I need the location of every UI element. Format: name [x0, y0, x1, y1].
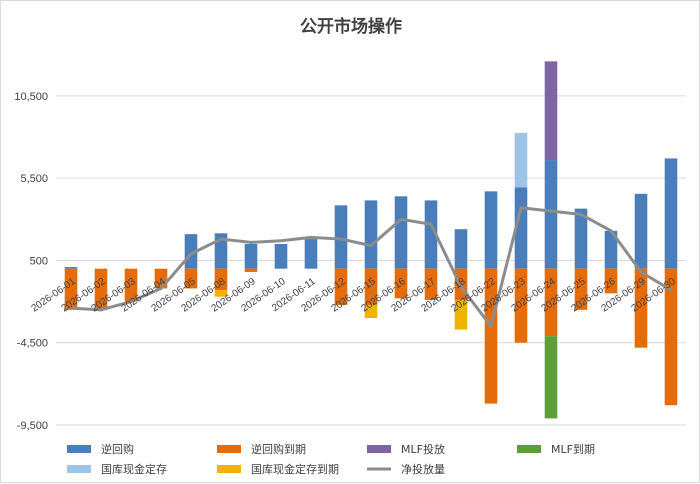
legend-label: 逆回购到期	[251, 442, 306, 456]
bar-segment	[64, 267, 78, 269]
bar-segment	[664, 268, 678, 406]
y-tick-label: 10,500	[14, 91, 48, 103]
bar-segment	[664, 158, 678, 269]
bar-segment	[424, 200, 438, 269]
bar-segment	[604, 268, 618, 294]
bar-segment	[244, 268, 258, 272]
bars	[64, 61, 678, 419]
legend-label: 国库现金定存到期	[251, 462, 339, 476]
y-tick-label: 5,500	[20, 173, 48, 185]
bar-segment	[484, 191, 498, 269]
bar-segment	[424, 268, 438, 300]
bar-segment	[214, 290, 228, 297]
net-line-point	[579, 212, 583, 216]
bar-segment	[214, 268, 228, 291]
bar-segment	[514, 268, 528, 343]
bar-segment	[304, 239, 318, 269]
legend-swatch	[217, 445, 241, 453]
bar-segment	[394, 196, 408, 269]
legend-label: MLF投放	[401, 442, 445, 456]
bar-segment	[604, 230, 618, 269]
y-tick-label: -9,500	[17, 420, 48, 432]
bar-segment	[544, 61, 558, 161]
net-line-point	[159, 286, 163, 290]
bar-segment	[244, 244, 258, 269]
net-line-point	[489, 324, 493, 328]
bar-segment	[364, 200, 378, 269]
legend-label: MLF到期	[551, 443, 595, 456]
legend-swatch	[517, 445, 541, 453]
net-line-point	[669, 288, 673, 292]
bar-segment	[514, 132, 528, 188]
net-line-point	[519, 206, 523, 210]
y-tick-label: -4,500	[17, 338, 48, 350]
net-line-point	[69, 306, 73, 310]
bar-segment	[544, 160, 558, 269]
legend-swatch	[367, 445, 391, 453]
bar-segment	[94, 268, 108, 310]
net-line-point	[369, 244, 373, 248]
bar-segment	[634, 268, 648, 348]
bar-segment	[334, 205, 348, 269]
legend-label: 国库现金定存	[101, 462, 167, 476]
bar-segment	[364, 268, 378, 305]
net-line-point	[189, 252, 193, 256]
bar-segment	[394, 268, 408, 299]
net-line-point	[639, 270, 643, 274]
bar-segment	[334, 268, 348, 305]
bar-segment	[634, 193, 648, 269]
net-line-point	[249, 240, 253, 244]
bar-segment	[124, 268, 138, 302]
legend-label: 逆回购	[101, 442, 134, 456]
legend-label: 净投放量	[401, 462, 445, 476]
net-line-point	[549, 209, 553, 213]
net-line-point	[459, 285, 463, 289]
net-line-point	[609, 229, 613, 233]
net-line-point	[309, 235, 313, 239]
bar-segment	[574, 268, 588, 310]
bar-segment	[274, 244, 288, 269]
y-axis: -9,500 -4,500 500 5,500 10,500	[14, 91, 48, 432]
bar-segment	[454, 229, 468, 269]
legend-swatch	[67, 445, 91, 453]
bar-segment	[364, 304, 378, 319]
net-line-point	[99, 308, 103, 312]
bar-segment	[64, 268, 78, 310]
net-line-point	[279, 239, 283, 243]
legend-swatch	[67, 465, 91, 473]
net-line-point	[429, 222, 433, 226]
bar-segment	[184, 234, 198, 269]
bar-segment	[544, 268, 558, 337]
bar-segment	[184, 268, 198, 289]
net-line-point	[339, 237, 343, 241]
bar-segment	[544, 336, 558, 419]
chart-title: 公开市场操作	[300, 16, 402, 37]
net-line-point	[399, 217, 403, 221]
legend-swatch	[217, 465, 241, 473]
bar-segment	[454, 299, 468, 330]
net-line-point	[219, 237, 223, 241]
bar-segment	[574, 208, 588, 269]
net-line-point	[129, 300, 133, 304]
y-tick-label: 500	[30, 255, 48, 267]
bar-segment	[484, 268, 498, 404]
net-line	[69, 206, 673, 328]
